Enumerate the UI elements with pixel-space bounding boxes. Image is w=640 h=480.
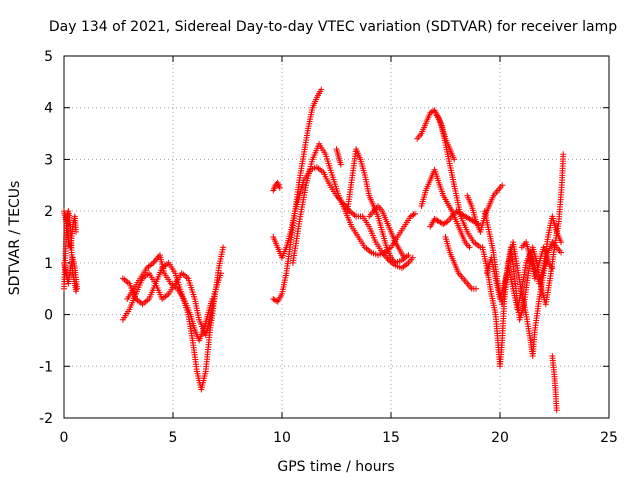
y-axis-ticks: -2 -1 0 1 2 3 4 5 [39, 49, 609, 427]
x-axis-ticks: 0 5 10 15 20 25 [60, 56, 618, 446]
x-tick-label: 5 [169, 430, 178, 446]
data-point [72, 288, 79, 295]
data-point [220, 244, 227, 251]
y-tick-label: 2 [44, 204, 53, 220]
x-tick-label: 25 [600, 430, 618, 446]
x-tick-label: 10 [273, 430, 291, 446]
x-tick-label: 0 [60, 430, 69, 446]
data-point [337, 161, 344, 168]
data-point [273, 297, 280, 304]
y-tick-label: 1 [44, 256, 53, 272]
data-point [410, 211, 417, 218]
data-point [558, 249, 565, 256]
y-axis-label: SDTVAR / TECUs [7, 181, 23, 296]
data-points [61, 86, 567, 414]
data-point [151, 258, 158, 265]
data-point [405, 252, 412, 259]
y-tick-label: 5 [44, 49, 53, 65]
data-point [560, 151, 567, 158]
y-tick-label: -2 [39, 411, 53, 427]
data-point [466, 244, 473, 251]
y-tick-label: -1 [39, 359, 53, 375]
data-point [473, 285, 480, 292]
data-point [318, 86, 325, 93]
y-tick-label: 4 [44, 101, 53, 117]
data-point [430, 108, 437, 115]
data-point [74, 285, 81, 292]
x-axis-label: GPS time / hours [277, 459, 394, 475]
y-tick-label: 0 [44, 308, 53, 324]
data-point [558, 239, 565, 246]
data-point [409, 254, 416, 261]
data-point [549, 265, 556, 272]
data-point [553, 407, 560, 414]
plot-frame [63, 55, 610, 419]
data-point [401, 254, 408, 261]
x-tick-label: 15 [382, 430, 400, 446]
grid-lines [64, 56, 609, 418]
data-point [276, 184, 283, 191]
chart-title: Day 134 of 2021, Sidereal Day-to-day VTE… [49, 19, 617, 35]
data-point [384, 255, 391, 262]
data-point [209, 296, 216, 303]
y-tick-label: 3 [44, 152, 53, 168]
data-point [154, 255, 161, 262]
x-tick-label: 20 [491, 430, 509, 446]
data-point [451, 156, 458, 163]
data-point [217, 270, 224, 277]
data-point [499, 182, 506, 189]
data-point [72, 228, 79, 235]
data-point [443, 219, 450, 226]
data-point [411, 210, 418, 217]
